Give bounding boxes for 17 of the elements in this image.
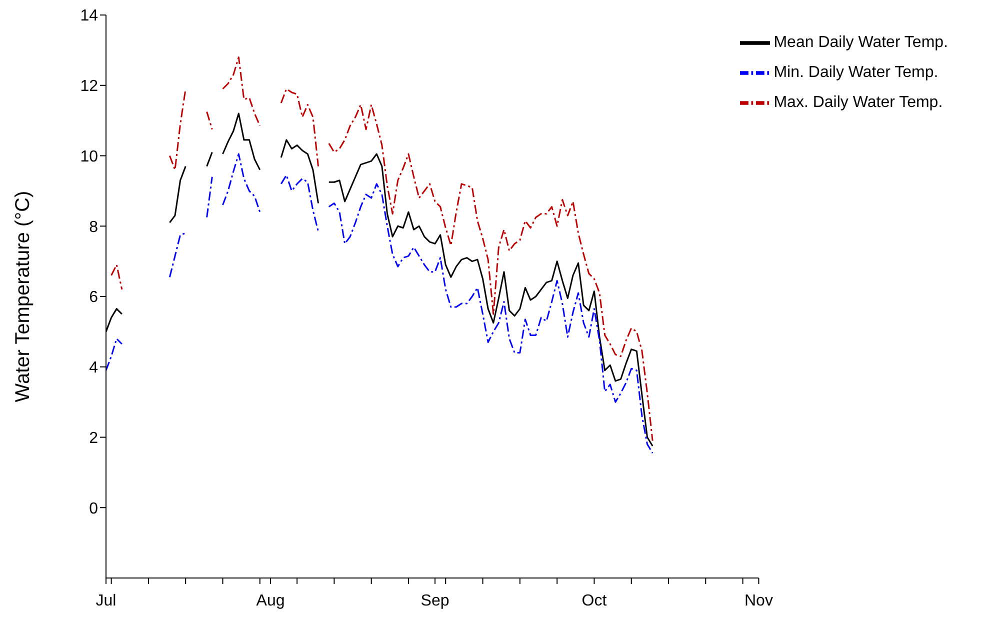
legend-label: Mean Daily Water Temp. bbox=[774, 34, 948, 52]
y-tick-label: 2 bbox=[89, 430, 98, 447]
y-tick-label: 0 bbox=[89, 500, 98, 518]
y-tick-label: 14 bbox=[80, 8, 98, 25]
legend-label: Min. Daily Water Temp. bbox=[774, 64, 938, 82]
y-tick-label: 4 bbox=[89, 360, 98, 377]
x-tick-label: Nov bbox=[744, 592, 773, 610]
y-tick-label: 8 bbox=[89, 218, 98, 236]
x-tick-label: Aug bbox=[256, 592, 285, 610]
x-tick-label: Oct bbox=[582, 592, 608, 610]
y-tick-label: 6 bbox=[89, 289, 98, 306]
y-tick-label: 12 bbox=[80, 78, 98, 96]
y-tick-label: 10 bbox=[80, 148, 98, 166]
x-tick-label: Sep bbox=[420, 592, 450, 610]
y-axis-title: Water Temperature (°C) bbox=[12, 190, 34, 402]
x-tick-label: Jul bbox=[96, 592, 116, 610]
legend-label: Max. Daily Water Temp. bbox=[774, 94, 943, 112]
